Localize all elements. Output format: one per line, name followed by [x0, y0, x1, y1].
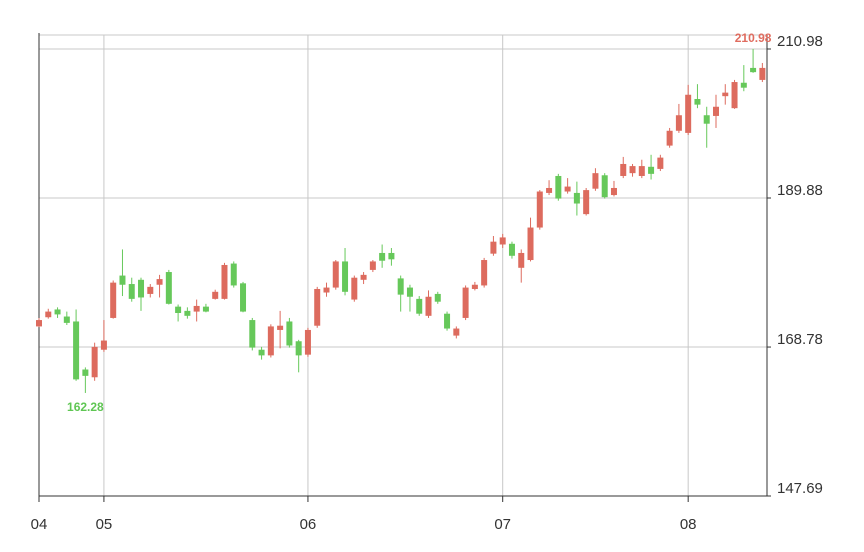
candle-body — [360, 274, 367, 280]
candle-body — [128, 284, 135, 299]
candle-body — [119, 275, 126, 285]
candle-body — [175, 306, 182, 313]
candle-body — [110, 282, 117, 318]
candle-body — [648, 166, 655, 174]
candle-body — [388, 252, 395, 260]
candle-body — [610, 187, 617, 196]
candle-body — [666, 130, 673, 146]
candle-body — [240, 283, 247, 312]
candle-body — [425, 296, 432, 316]
candle-body — [638, 166, 645, 176]
candle-body — [434, 293, 441, 302]
candle-body — [45, 311, 52, 318]
candle-body — [230, 263, 237, 286]
candle-body — [406, 287, 413, 297]
extreme-label: 162.28 — [67, 400, 104, 414]
candle-body — [471, 284, 478, 289]
candle-body — [212, 291, 219, 299]
candle-body — [147, 286, 154, 294]
candle-body — [444, 313, 451, 329]
candle-body — [675, 115, 682, 131]
candle-body — [685, 94, 692, 133]
x-tick-label: 07 — [494, 516, 511, 533]
candle-body — [694, 98, 701, 105]
candle-body — [481, 260, 488, 286]
candle-body — [314, 288, 321, 326]
candle-body — [267, 326, 274, 356]
candle-body — [165, 272, 172, 304]
candle-body — [323, 287, 330, 293]
candle-body — [286, 321, 293, 346]
candle-body — [202, 306, 209, 312]
candle-body — [351, 277, 358, 300]
candle-body — [731, 82, 738, 109]
candle-body — [490, 241, 497, 254]
y-tick-label: 168.78 — [777, 331, 823, 348]
y-tick-label: 189.88 — [777, 182, 823, 199]
candle-body — [759, 67, 766, 80]
candle-body — [100, 340, 107, 350]
candle-body — [369, 261, 376, 270]
candle-body — [620, 163, 627, 176]
candle-body — [249, 320, 256, 348]
candle-body — [82, 369, 89, 376]
x-tick-label: 06 — [300, 516, 317, 533]
candle-body — [277, 325, 284, 330]
y-tick-label: 210.98 — [777, 33, 823, 50]
candle-body — [342, 261, 349, 292]
candle-body — [592, 173, 599, 189]
candle-body — [564, 186, 571, 192]
candle-body — [221, 264, 228, 299]
candle-body — [184, 310, 191, 316]
candle-body — [536, 191, 543, 228]
candle-body — [573, 192, 580, 204]
x-tick-label: 05 — [96, 516, 113, 533]
candle-body — [629, 166, 636, 174]
candle-body — [91, 346, 98, 378]
candle-body — [73, 321, 80, 380]
candle-body — [54, 309, 61, 315]
candle-body — [258, 349, 265, 356]
candle-body — [722, 92, 729, 97]
x-tick-label: 04 — [31, 516, 48, 533]
candle-body — [138, 279, 145, 298]
candle-body — [583, 190, 590, 215]
candle-body — [36, 320, 42, 327]
candle-body — [332, 261, 339, 288]
y-tick-label: 147.69 — [777, 480, 823, 497]
candle-body — [379, 252, 386, 261]
candle-body — [295, 341, 302, 356]
candle-body — [416, 298, 423, 314]
candle-body — [397, 278, 404, 295]
candle-body — [193, 305, 200, 312]
candle-body — [703, 115, 710, 124]
candle-body — [508, 243, 515, 256]
candle-body — [462, 287, 469, 318]
candle-body — [546, 187, 553, 193]
candle-body — [453, 328, 460, 336]
candle-body — [750, 67, 757, 73]
candle-body — [304, 329, 311, 355]
candle-body — [601, 175, 608, 198]
x-tick-label: 08 — [680, 516, 697, 533]
candle-body — [712, 106, 719, 116]
candle-body — [657, 157, 664, 169]
candle-body — [555, 175, 562, 199]
candle-body — [527, 227, 534, 261]
extreme-label: 210.98 — [735, 31, 772, 45]
candle-body — [740, 82, 747, 88]
candle-body — [518, 252, 525, 268]
candle-body — [156, 279, 163, 285]
candle-body — [499, 237, 506, 245]
candle-body — [63, 316, 70, 323]
